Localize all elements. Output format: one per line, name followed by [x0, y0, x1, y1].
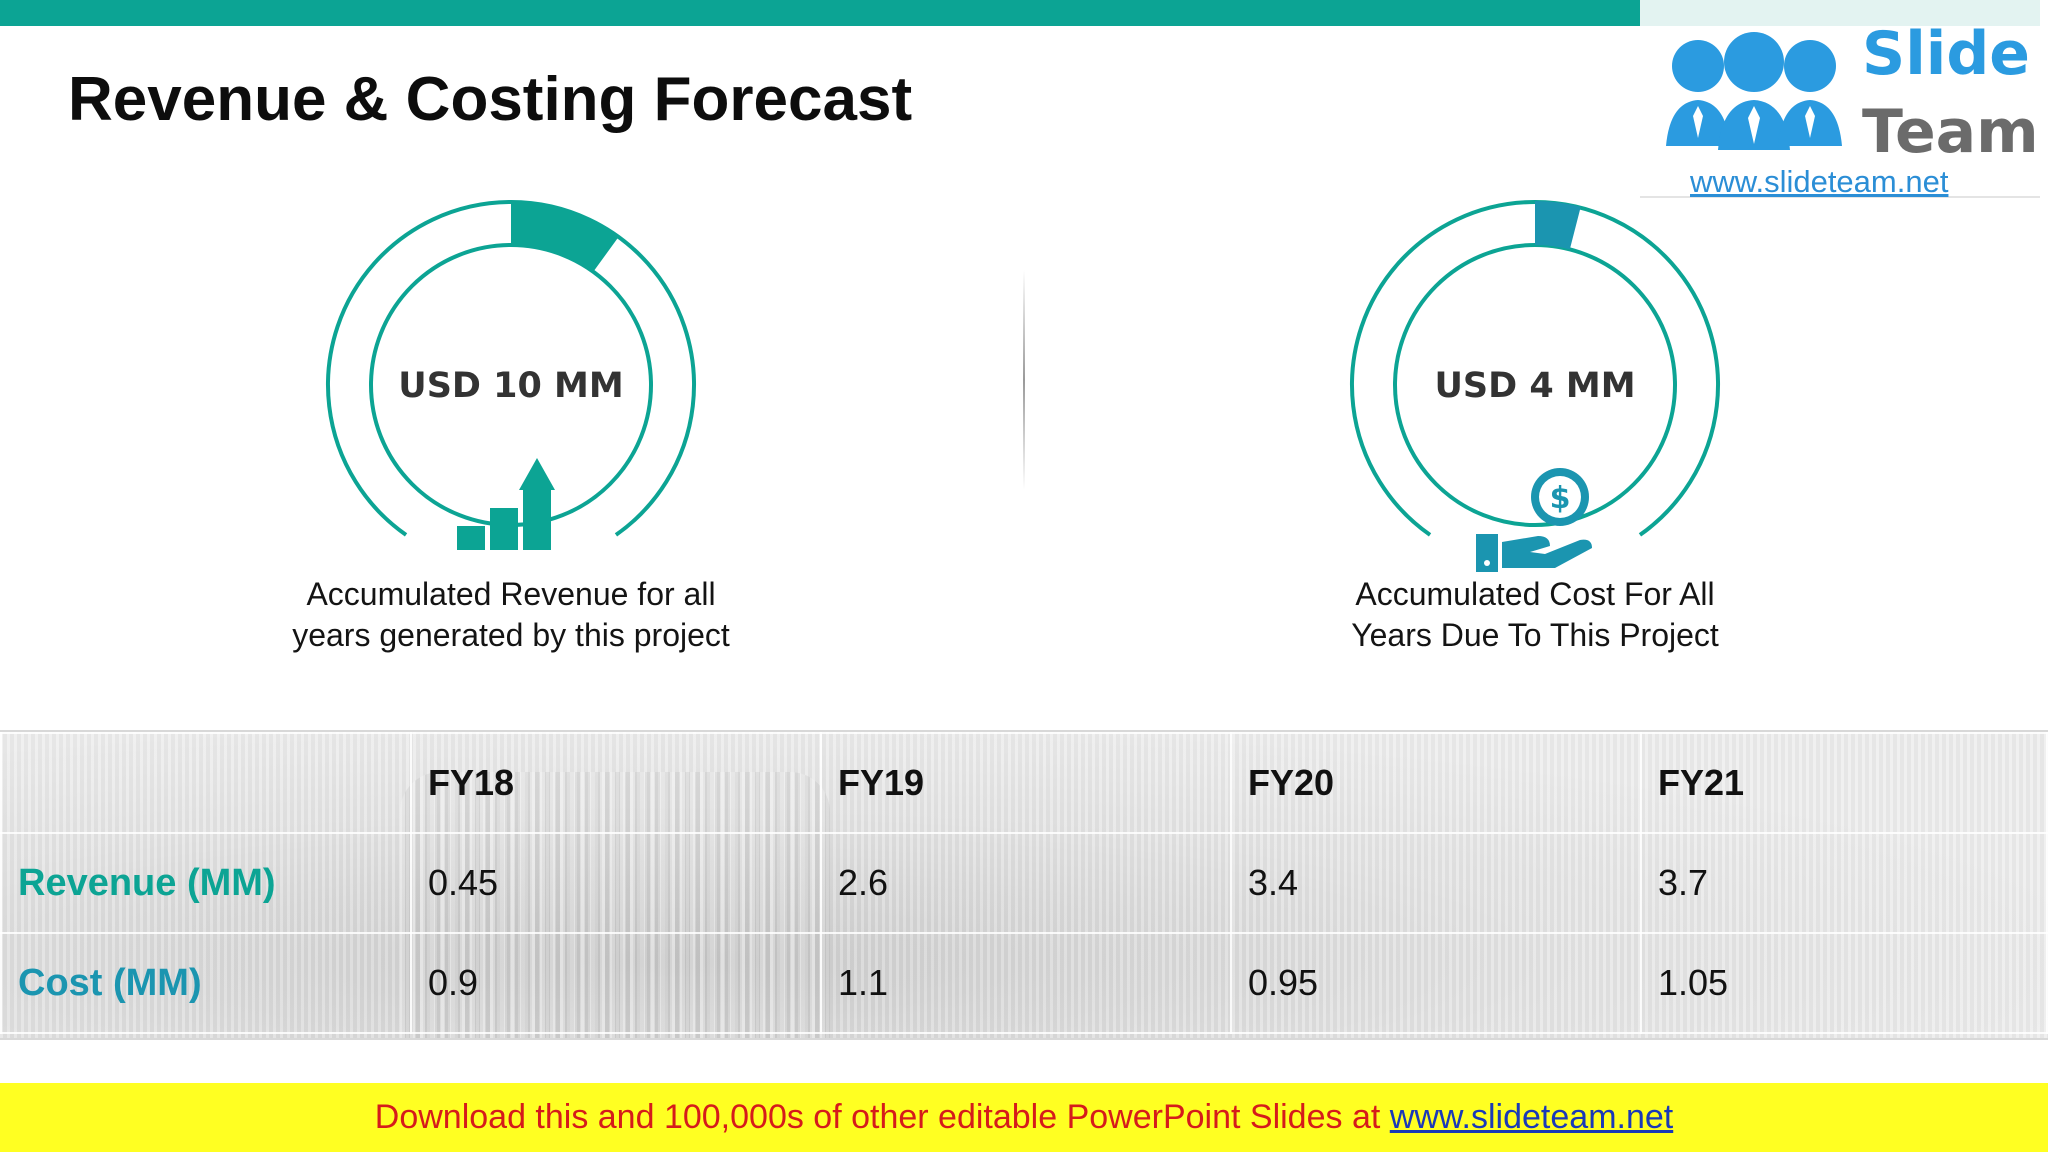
cost-caption: Accumulated Cost For All Years Due To Th… — [1255, 574, 1815, 656]
table-cell-revenue-fy18: 0.45 — [410, 832, 822, 934]
table-header-cell-fy19: FY19 — [820, 732, 1232, 834]
revenue-donut-gauge — [326, 200, 696, 550]
table-cell-cost-fy20: 0.95 — [1230, 932, 1642, 1034]
table-header-cell-empty — [0, 732, 412, 834]
top-accent-bar — [0, 0, 1640, 26]
forecast-table-panel: FY18 FY19 FY20 FY21 Revenue (MM) 0.45 2.… — [0, 730, 2048, 1040]
svg-text:$: $ — [1550, 481, 1571, 516]
logo-url-link[interactable]: www.slideteam.net — [1690, 164, 1949, 199]
table-cell-revenue-fy21: 3.7 — [1640, 832, 2048, 934]
cost-total-value: USD 4 MM — [1434, 366, 1636, 406]
center-divider — [1023, 270, 1025, 490]
cost-donut-highlight-segment — [1534, 201, 1581, 250]
table-header-cell-fy21: FY21 — [1640, 732, 2048, 834]
cost-donut-gauge: $ — [1350, 200, 1720, 572]
cost-donut-inner-ring — [1393, 243, 1677, 527]
logo-word-team: Team — [1862, 97, 2039, 167]
table-cell-revenue-fy19: 2.6 — [820, 832, 1232, 934]
slideteam-logo[interactable]: Slide Team www.slideteam.net — [1640, 0, 2040, 199]
table-cell-cost-fy21: 1.05 — [1640, 932, 2048, 1034]
people-logo-icon — [1666, 32, 1842, 150]
revenue-total-value: USD 10 MM — [398, 366, 624, 406]
logo-accent-strip — [1640, 0, 2040, 26]
table-cell-cost-fy19: 1.1 — [820, 932, 1232, 1034]
revenue-caption-line1: Accumulated Revenue for all — [306, 576, 716, 612]
page-title: Revenue & Costing Forecast — [68, 65, 913, 134]
bar-chart-growth-icon — [457, 458, 555, 550]
table-cell-cost-fy18: 0.9 — [410, 932, 822, 1034]
revenue-caption: Accumulated Revenue for all years genera… — [231, 574, 791, 656]
table-header-cell-fy20: FY20 — [1230, 732, 1642, 834]
table-row-label-revenue: Revenue (MM) — [0, 832, 412, 934]
banner-link[interactable]: www.slideteam.net — [1389, 1098, 1674, 1136]
cost-caption-line2: Years Due To This Project — [1351, 617, 1719, 653]
table-row-label-cost: Cost (MM) — [0, 932, 412, 1034]
table-row-cost: Cost (MM) 0.9 1.1 0.95 1.05 — [0, 932, 2048, 1034]
banner-text: Download this and 100,000s of other edit… — [374, 1098, 1390, 1136]
table-header-cell-fy18: FY18 — [410, 732, 822, 834]
table-cell-revenue-fy20: 3.4 — [1230, 832, 1642, 934]
table-row-revenue: Revenue (MM) 0.45 2.6 3.4 3.7 — [0, 832, 2048, 934]
table-header-row: FY18 FY19 FY20 FY21 — [0, 732, 2048, 834]
forecast-table: FY18 FY19 FY20 FY21 Revenue (MM) 0.45 2.… — [0, 732, 2048, 1034]
revenue-caption-line2: years generated by this project — [292, 617, 730, 653]
dollar-hand-icon: $ — [1476, 468, 1592, 572]
revenue-donut-highlight-segment — [510, 201, 620, 273]
cost-caption-line1: Accumulated Cost For All — [1355, 576, 1715, 612]
logo-word-slide: Slide — [1862, 19, 2030, 89]
download-banner: Download this and 100,000s of other edit… — [0, 1083, 2048, 1152]
revenue-donut-outer-ring — [326, 200, 696, 537]
